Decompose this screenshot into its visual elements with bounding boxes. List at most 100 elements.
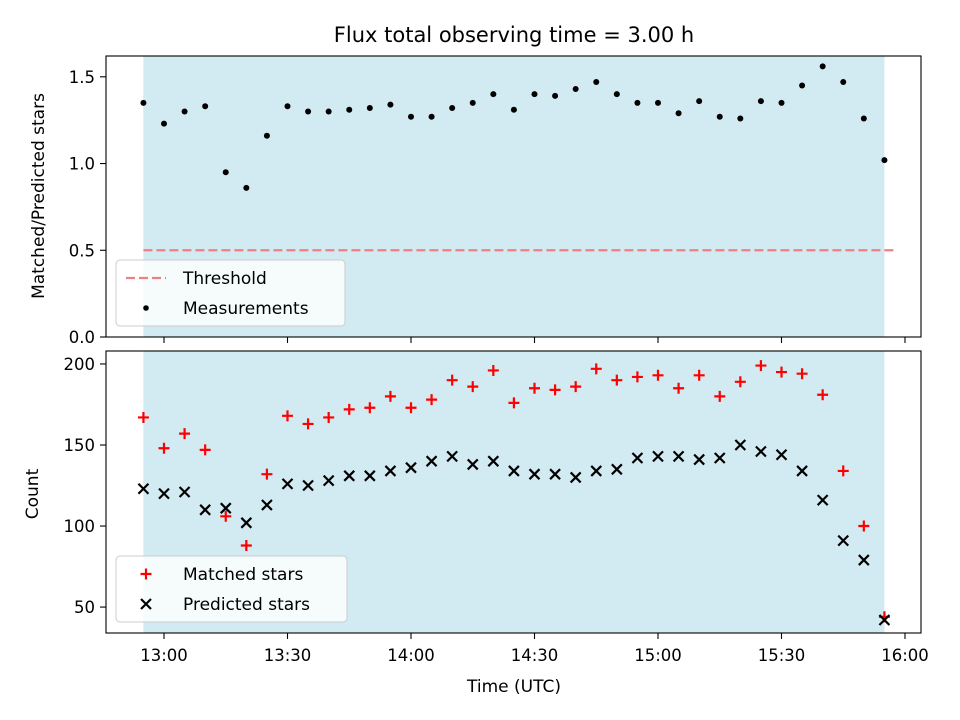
- predicted-star-point: [466, 458, 479, 471]
- legend: Matched stars Predicted stars: [115, 555, 348, 623]
- legend-matched-swatch: [140, 568, 152, 580]
- y-tick-label: 1.0: [69, 155, 95, 174]
- measurement-point: [634, 99, 641, 106]
- measurement-point: [696, 98, 703, 105]
- predicted-star-point: [405, 461, 417, 474]
- matched-star-point: [529, 382, 540, 394]
- matched-star-point: [714, 390, 726, 402]
- predicted-star-point: [796, 465, 808, 477]
- legend: Threshold Measurements: [115, 259, 346, 327]
- matched-star-point: [817, 389, 829, 401]
- matched-star-point: [796, 368, 808, 380]
- matched-star-point: [343, 403, 355, 415]
- predicted-star-point: [322, 474, 335, 487]
- measurement-point: [840, 79, 847, 86]
- measurement-point: [552, 92, 559, 99]
- predicted-star-point: [425, 455, 438, 467]
- matched-star-point: [446, 374, 458, 386]
- chart-title: Flux total observing time = 3.00 h: [334, 23, 694, 47]
- measurement-point: [881, 157, 888, 164]
- predicted-star-point: [446, 450, 458, 463]
- x-tick-label: 15:30: [758, 646, 806, 665]
- matched-star-point: [693, 369, 705, 381]
- matched-star-point: [240, 539, 252, 551]
- matched-star-point: [611, 374, 623, 386]
- x-axis-label: Time (UTC): [466, 677, 561, 697]
- bottom-y-axis-label: Count: [23, 468, 43, 519]
- predicted-star-point: [199, 504, 211, 516]
- matched-star-point: [508, 397, 520, 409]
- measurement-point: [140, 99, 147, 106]
- measurement-point: [778, 99, 785, 106]
- predicted-star-point: [672, 450, 685, 463]
- predicted-star-point: [281, 478, 294, 490]
- measurement-point: [757, 98, 764, 105]
- measurement-point: [449, 105, 456, 112]
- measurement-point: [387, 101, 394, 108]
- legend-label: Measurements: [183, 299, 309, 319]
- measurement-point: [860, 115, 867, 122]
- measurement-point: [799, 82, 806, 89]
- predicted-star-point: [384, 465, 397, 477]
- legend-label: Threshold: [182, 269, 267, 289]
- matched-star-point: [405, 402, 417, 414]
- measurement-point: [161, 120, 167, 127]
- matched-star-point: [467, 381, 479, 393]
- y-tick-label: 1.5: [69, 68, 95, 87]
- legend-measurement-swatch: [143, 305, 149, 311]
- matched-star-point: [302, 418, 314, 430]
- measurement-point: [531, 91, 538, 98]
- predicted-star-point: [487, 455, 500, 467]
- x-tick-label: 13:30: [264, 646, 312, 665]
- measurement-point: [675, 110, 682, 117]
- measurement-point: [819, 63, 826, 70]
- measurement-point: [243, 184, 250, 191]
- matched-star-point: [158, 442, 170, 454]
- measurement-point: [572, 85, 579, 92]
- measurement-point: [613, 91, 620, 98]
- y-tick-label: 100: [64, 517, 96, 536]
- matched-star-point: [282, 410, 293, 422]
- matched-star-point: [323, 411, 335, 423]
- plot-layer: 0.0 0.5 1.0 1.5 Threshold Measurements 50 100 15…: [64, 55, 929, 665]
- matched-star-point: [858, 520, 870, 532]
- legend-box: [115, 555, 348, 623]
- matched-star-point: [220, 510, 232, 522]
- predicted-star-point: [878, 614, 891, 626]
- predicted-star-point: [775, 448, 788, 461]
- y-tick-label: 50: [74, 598, 95, 617]
- predicted-star-point: [549, 468, 561, 480]
- matched-star-point: [179, 428, 191, 440]
- predicted-star-point: [343, 470, 356, 482]
- x-tick-label: 14:00: [387, 646, 435, 665]
- matched-star-point: [673, 382, 685, 394]
- y-tick-label: 0.5: [69, 241, 95, 260]
- matched-star-point: [652, 369, 664, 381]
- x-tick-label: 15:00: [634, 646, 682, 665]
- matched-star-point: [364, 402, 376, 414]
- matched-star-point: [590, 363, 602, 375]
- predicted-star-point: [693, 453, 705, 466]
- axes-frame: [105, 55, 922, 338]
- legend-label: Matched stars: [183, 565, 303, 585]
- predicted-star-point: [713, 452, 726, 464]
- predicted-star-point: [219, 502, 232, 514]
- predicted-star-point: [755, 445, 767, 458]
- matched-star-point: [837, 465, 849, 477]
- predicted-star-point: [858, 554, 870, 566]
- matched-star-point: [487, 364, 499, 376]
- predicted-star-point: [611, 463, 623, 476]
- matched-star-point: [261, 468, 273, 480]
- predicted-star-point: [178, 486, 191, 498]
- predicted-star-point: [364, 470, 376, 482]
- matched-star-point: [426, 394, 438, 406]
- measurement-point: [737, 115, 744, 122]
- matched-star-point: [631, 371, 643, 383]
- measurement-point: [284, 103, 291, 110]
- measurement-point: [366, 105, 373, 112]
- y-tick-label: 0.0: [69, 328, 95, 347]
- predicted-star-point: [631, 452, 644, 464]
- measurement-point: [408, 113, 414, 120]
- predicted-star-point: [816, 494, 829, 506]
